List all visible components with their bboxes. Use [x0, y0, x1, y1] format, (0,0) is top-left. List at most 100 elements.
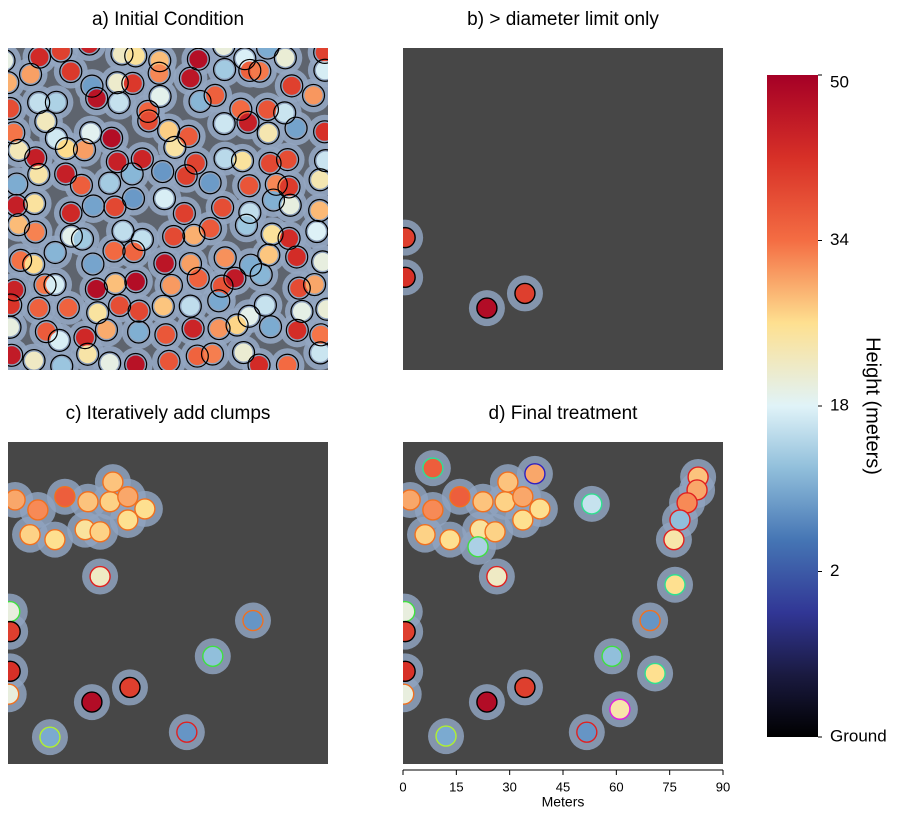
panel-title: b) > diameter limit only	[467, 9, 659, 30]
tree-ring	[8, 683, 20, 705]
crown-ring	[172, 201, 196, 226]
crown	[259, 124, 278, 143]
crown	[110, 296, 129, 315]
tree-crown	[134, 498, 155, 519]
crown-ring	[27, 162, 51, 187]
crown-ring	[174, 164, 198, 188]
tree-ring	[44, 528, 66, 551]
crown	[56, 164, 75, 183]
tree-crown	[602, 646, 623, 667]
crown-ring	[213, 246, 237, 270]
tree-crown	[8, 684, 19, 705]
crown-ring	[73, 325, 97, 350]
crown	[8, 123, 23, 142]
tree-ring	[8, 660, 21, 683]
crown	[210, 319, 229, 338]
crown-ring	[49, 48, 73, 63]
crown-ring	[97, 171, 122, 195]
crown-ring	[256, 121, 280, 145]
crown-ring	[212, 48, 236, 58]
tree-crown	[473, 491, 493, 512]
crown	[9, 215, 28, 234]
crown	[225, 269, 244, 288]
crown-ring	[162, 224, 186, 249]
crown-ring	[18, 62, 43, 87]
crown	[130, 302, 149, 321]
crown	[88, 303, 107, 322]
crown	[87, 280, 106, 299]
crown-ring	[50, 354, 74, 370]
tree-ring	[117, 486, 139, 508]
tree-crown	[78, 491, 98, 512]
crown	[47, 93, 66, 112]
crown	[188, 347, 207, 366]
crown-ring	[108, 293, 132, 318]
crown-ring	[34, 109, 58, 134]
crown-ring	[185, 344, 209, 368]
crown	[126, 355, 145, 370]
crown	[124, 242, 143, 261]
crown-ring	[56, 296, 80, 320]
tree-crown	[39, 727, 60, 748]
crown-ring	[23, 220, 48, 244]
crown-ring	[275, 353, 300, 370]
crown	[315, 48, 328, 62]
tree-crown	[422, 499, 443, 520]
tree-crown	[117, 486, 138, 507]
crown	[311, 343, 328, 362]
crown-ring	[124, 352, 148, 370]
crown	[159, 352, 178, 370]
crown-ring	[178, 252, 203, 276]
crown-ring	[137, 109, 161, 133]
crown	[8, 346, 21, 365]
crown	[25, 351, 44, 370]
panel-title: c) Iteratively add clumps	[66, 403, 271, 424]
crown-ring	[152, 187, 177, 211]
crown	[231, 100, 250, 119]
crown-ring	[124, 270, 148, 294]
tree-crown	[8, 621, 21, 642]
crown	[25, 194, 44, 213]
tree-crown	[415, 524, 436, 545]
crown-ring	[80, 74, 104, 98]
crown	[281, 196, 300, 215]
tree-crown	[529, 498, 550, 519]
crown-ring	[247, 353, 271, 370]
crown-ring	[105, 150, 129, 174]
crown-ring	[237, 174, 261, 198]
crown	[290, 279, 309, 298]
crown-ring	[151, 294, 175, 318]
x-tick-label: 75	[662, 779, 676, 794]
crown-ring	[207, 289, 231, 313]
tree-ring	[472, 491, 494, 513]
tree-ring	[576, 721, 598, 743]
crown-ring	[313, 58, 328, 82]
crown-ring	[54, 162, 78, 186]
panel-title: d) Final treatment	[489, 403, 639, 424]
tree-ring	[403, 489, 421, 511]
crown	[201, 219, 220, 238]
tree-ring	[484, 521, 506, 543]
crown-ring	[121, 71, 145, 96]
crown	[26, 148, 45, 167]
crown-ring	[237, 304, 261, 328]
tree-ring	[89, 521, 111, 543]
crown	[155, 189, 174, 208]
crown-ring	[231, 340, 256, 365]
tree-crown	[497, 472, 518, 493]
crown	[106, 274, 125, 293]
tree-ring	[134, 498, 156, 520]
crown-ring	[186, 266, 210, 290]
tree-ring	[77, 491, 99, 513]
crown-ring	[69, 173, 94, 197]
crown-ring	[24, 146, 48, 170]
crown	[123, 164, 142, 183]
crown	[9, 141, 28, 160]
crown-ring	[313, 120, 328, 144]
canopy-halo	[72, 48, 106, 62]
panel-background	[403, 48, 723, 370]
crown	[50, 331, 69, 350]
crown	[29, 165, 48, 184]
crown	[213, 198, 232, 217]
crown	[81, 48, 98, 54]
